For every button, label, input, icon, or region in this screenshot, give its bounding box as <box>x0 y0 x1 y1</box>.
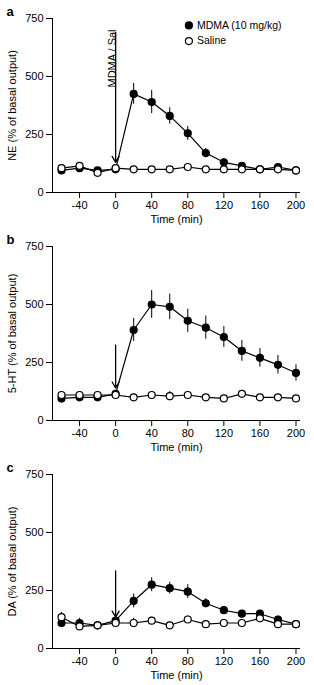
svg-text:160: 160 <box>251 199 269 211</box>
svg-text:120: 120 <box>215 655 233 667</box>
svg-text:500: 500 <box>25 298 43 310</box>
svg-text:NE (% of basal output): NE (% of basal output) <box>6 50 18 161</box>
svg-text:0: 0 <box>113 655 119 667</box>
svg-text:200: 200 <box>287 199 305 211</box>
svg-text:-40: -40 <box>72 199 88 211</box>
svg-text:5-HT (% of basal output): 5-HT (% of basal output) <box>6 274 18 394</box>
svg-text:b: b <box>7 232 15 247</box>
svg-text:250: 250 <box>25 128 43 140</box>
svg-text:500: 500 <box>25 70 43 82</box>
svg-text:DA (% of basal output): DA (% of basal output) <box>6 506 18 616</box>
svg-text:0: 0 <box>37 186 43 198</box>
svg-text:500: 500 <box>25 526 43 538</box>
svg-text:160: 160 <box>251 655 269 667</box>
svg-text:Time (min): Time (min) <box>150 669 202 681</box>
svg-text:c: c <box>7 460 14 475</box>
svg-text:120: 120 <box>215 199 233 211</box>
svg-text:40: 40 <box>146 427 158 439</box>
svg-text:Time (min): Time (min) <box>150 213 202 225</box>
svg-text:0: 0 <box>37 414 43 426</box>
svg-text:250: 250 <box>25 584 43 596</box>
svg-text:MDMA (10 mg/kg): MDMA (10 mg/kg) <box>197 19 282 31</box>
svg-text:MDMA / Sal: MDMA / Sal <box>106 29 118 87</box>
svg-text:120: 120 <box>215 427 233 439</box>
svg-text:160: 160 <box>251 427 269 439</box>
svg-text:80: 80 <box>182 427 194 439</box>
svg-text:200: 200 <box>287 427 305 439</box>
svg-text:-40: -40 <box>72 427 88 439</box>
svg-text:40: 40 <box>146 199 158 211</box>
svg-text:200: 200 <box>287 655 305 667</box>
svg-text:0: 0 <box>113 427 119 439</box>
svg-text:40: 40 <box>146 655 158 667</box>
svg-text:Saline: Saline <box>197 34 226 46</box>
svg-text:-40: -40 <box>72 655 88 667</box>
svg-text:80: 80 <box>182 655 194 667</box>
svg-text:Time (min): Time (min) <box>150 441 202 453</box>
svg-text:750: 750 <box>25 12 43 24</box>
svg-text:80: 80 <box>182 199 194 211</box>
svg-text:0: 0 <box>37 642 43 654</box>
svg-text:250: 250 <box>25 356 43 368</box>
svg-text:750: 750 <box>25 240 43 252</box>
svg-text:a: a <box>7 4 15 19</box>
svg-text:750: 750 <box>25 468 43 480</box>
svg-text:0: 0 <box>113 199 119 211</box>
